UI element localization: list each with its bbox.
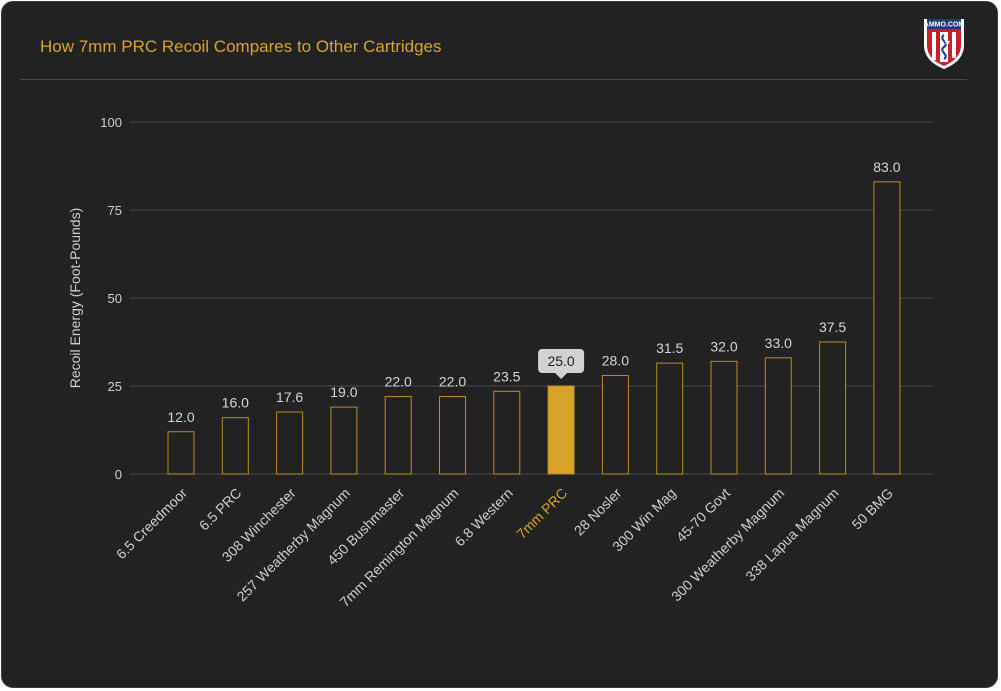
y-tick-label: 25 xyxy=(108,379,122,394)
bar[interactable] xyxy=(439,396,466,475)
bar[interactable] xyxy=(493,390,521,475)
bar[interactable] xyxy=(873,181,901,475)
x-tick-label: 28 Nosler xyxy=(571,485,625,539)
tooltip-box xyxy=(538,349,585,373)
bar[interactable] xyxy=(601,374,629,475)
value-label: 16.0 xyxy=(222,395,249,411)
y-tick-label: 50 xyxy=(108,291,122,306)
bar[interactable] xyxy=(764,357,792,475)
value-label: 19.0 xyxy=(330,384,357,400)
grid-layer xyxy=(130,121,933,475)
tooltip-pointer xyxy=(555,373,568,379)
value-label: 33.0 xyxy=(765,335,792,351)
bar[interactable] xyxy=(710,360,738,475)
value-label: 28.0 xyxy=(602,352,629,368)
y-tick-label: 75 xyxy=(108,203,122,218)
x-tick-label: 50 BMG xyxy=(848,485,896,533)
value-label: 22.0 xyxy=(439,374,466,390)
value-label: 83.0 xyxy=(873,159,900,175)
x-tick-label: 7mm PRC xyxy=(513,485,570,542)
x-tick-label: 6.5 PRC xyxy=(196,485,245,534)
y-tick-label: 100 xyxy=(100,115,122,130)
bar[interactable] xyxy=(819,341,847,475)
value-label: 32.0 xyxy=(710,338,737,354)
logo-text: AMMO.COM xyxy=(924,22,965,29)
bar[interactable] xyxy=(656,362,684,475)
bar[interactable] xyxy=(221,417,249,475)
bar[interactable] xyxy=(276,411,304,475)
chart-title: How 7mm PRC Recoil Compares to Other Car… xyxy=(40,37,442,56)
value-label: 37.5 xyxy=(819,319,846,335)
shield-logo-icon: AMMO.COM xyxy=(924,19,965,69)
value-label: 12.0 xyxy=(167,409,194,425)
title-divider xyxy=(20,79,967,80)
value-label: 25.0 xyxy=(547,353,574,369)
bar[interactable] xyxy=(330,406,358,475)
bar[interactable] xyxy=(547,385,575,475)
value-label: 23.5 xyxy=(493,368,520,384)
bar-layer xyxy=(167,181,901,475)
value-label: 22.0 xyxy=(385,374,412,390)
x-tick-label: 6.8 Western xyxy=(451,485,516,550)
value-label: 31.5 xyxy=(656,340,683,356)
y-axis-title: Recoil Energy (Foot-Pounds) xyxy=(67,208,83,389)
bar[interactable] xyxy=(167,431,195,475)
value-label: 17.6 xyxy=(276,389,303,405)
bar[interactable] xyxy=(384,396,412,475)
x-tick-label: 6.5 Creedmoor xyxy=(113,485,191,563)
y-tick-label: 0 xyxy=(115,467,122,482)
x-tick-label: 338 Lapua Magnum xyxy=(742,485,841,584)
